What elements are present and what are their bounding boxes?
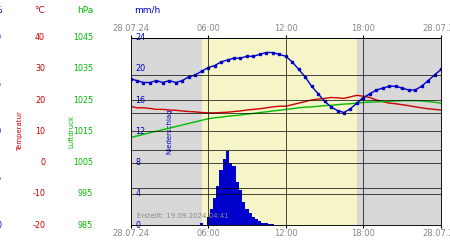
Text: 25: 25 [0,174,2,182]
Text: 0: 0 [135,220,140,230]
Text: 4: 4 [135,189,140,198]
Bar [248,213,252,225]
Text: 1025: 1025 [73,96,93,104]
Bar [265,224,268,225]
Bar [268,224,271,225]
Text: 0: 0 [0,220,2,230]
Text: 75: 75 [0,80,2,89]
Text: 10: 10 [35,127,45,136]
Text: °C: °C [34,6,45,15]
Bar [200,224,203,225]
Text: Luftdruck: Luftdruck [68,115,75,148]
Bar [255,219,258,225]
Bar [242,202,245,225]
Bar [236,182,239,225]
Bar [210,210,213,225]
Text: Temperatur: Temperatur [17,111,23,151]
Bar [258,221,261,225]
Text: 40: 40 [35,33,45,42]
Bar [245,210,248,225]
Text: Niederschlag: Niederschlag [166,108,172,154]
Bar [130,38,202,225]
Bar [202,38,357,225]
Bar [232,166,236,225]
Text: hPa: hPa [77,6,93,15]
Text: 30: 30 [35,64,45,73]
Bar [207,217,210,225]
Bar [213,198,216,225]
Bar [220,170,223,225]
Text: 0: 0 [40,158,45,167]
Text: -20: -20 [32,220,45,230]
Text: 16: 16 [135,96,145,104]
Text: %: % [0,6,2,15]
Text: 1045: 1045 [73,33,93,42]
Bar [216,186,220,225]
Bar [357,38,441,225]
Text: 995: 995 [78,189,93,198]
Text: 1005: 1005 [73,158,93,167]
Text: 20: 20 [35,96,45,104]
Text: 1035: 1035 [73,64,93,73]
Text: 1015: 1015 [73,127,93,136]
Bar [252,217,255,225]
Text: 100: 100 [0,33,2,42]
Bar [261,223,265,225]
Bar [274,224,278,225]
Bar [229,162,232,225]
Text: 12: 12 [135,127,145,136]
Bar [271,224,274,225]
Text: 8: 8 [135,158,140,167]
Text: mm/h: mm/h [134,6,160,15]
Bar [226,151,229,225]
Text: 24: 24 [135,33,145,42]
Text: 985: 985 [78,220,93,230]
Bar [223,158,226,225]
Text: 20: 20 [135,64,145,73]
Text: 50: 50 [0,127,2,136]
Text: -10: -10 [32,189,45,198]
Text: Erstellt: 19.09.2024 04:41: Erstellt: 19.09.2024 04:41 [137,214,229,220]
Bar [239,190,242,225]
